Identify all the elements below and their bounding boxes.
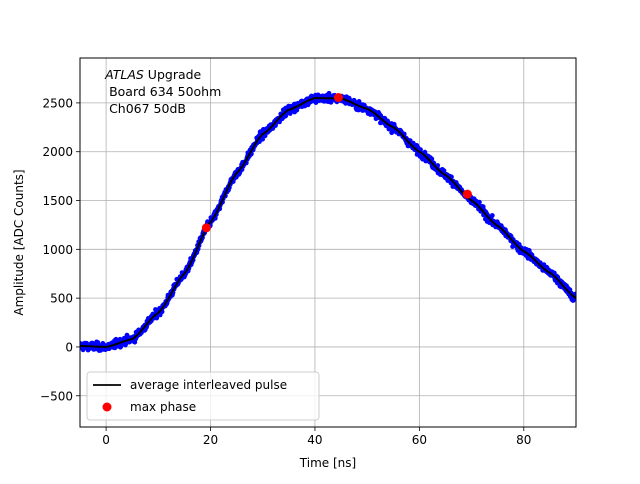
annotation-line-3: Ch067 50dB <box>105 101 186 116</box>
legend-label-average-pulse: average interleaved pulse <box>130 378 287 392</box>
y-tick-label: 0 <box>65 340 73 354</box>
grid-lines <box>80 58 576 427</box>
data-layer <box>80 90 576 353</box>
annotation-atlas-italic: ATLAS <box>104 67 144 82</box>
y-tick-label: 1000 <box>42 243 73 257</box>
y-axis-label: Amplitude [ADC Counts] <box>12 169 26 315</box>
y-tick-label: 1500 <box>42 194 73 208</box>
annotation-line-1-rest: Upgrade <box>144 67 202 82</box>
sample-point <box>489 213 495 218</box>
sample-point <box>441 168 447 174</box>
y-tick-label: 2500 <box>42 96 73 110</box>
max-phase-point <box>333 93 343 103</box>
legend-box <box>86 371 320 421</box>
x-tick-label: 60 <box>412 433 427 447</box>
legend-label-max-phase: max phase <box>130 400 196 414</box>
y-tick-label: −500 <box>40 389 73 403</box>
x-tick-label: 20 <box>203 433 218 447</box>
x-tick-label: 0 <box>102 433 110 447</box>
sample-point <box>95 340 101 345</box>
y-tick-label: 500 <box>50 292 73 306</box>
legend-dot-swatch <box>102 402 112 412</box>
y-tick-label: 2000 <box>42 145 73 159</box>
legend: average interleaved pulse max phase <box>86 371 320 421</box>
x-axis-label: Time [ns] <box>299 456 356 470</box>
average-pulse-line <box>80 97 576 349</box>
x-tick-label: 80 <box>516 433 531 447</box>
max-phase-points <box>201 93 472 233</box>
axis-ticks: 0 20 40 60 80 −500 0 500 1000 1500 2000 2500 <box>40 96 531 447</box>
annotation-line-2: Board 634 50ohm <box>105 84 221 99</box>
annotation-line-1: ATLAS Upgrade <box>104 67 201 82</box>
annotation-text: ATLAS Upgrade Board 634 50ohm Ch067 50dB <box>104 67 221 116</box>
plot-frame <box>79 57 577 428</box>
max-phase-point <box>462 189 472 199</box>
sample-point <box>260 136 265 142</box>
x-tick-label: 40 <box>307 433 322 447</box>
max-phase-point <box>201 223 211 233</box>
sample-point <box>477 199 482 205</box>
